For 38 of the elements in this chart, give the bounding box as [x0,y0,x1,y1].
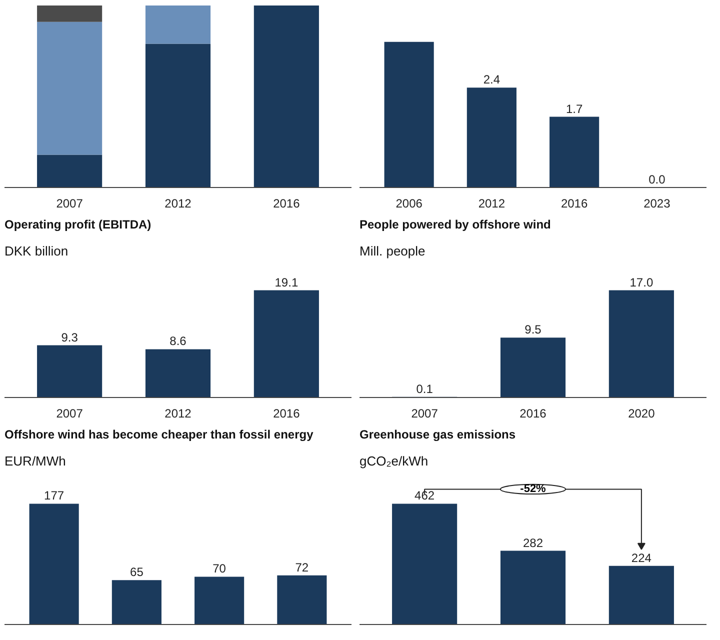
data-label: 0.0 [648,172,666,186]
data-label: 65 [130,565,144,580]
data-label: 0.1 [416,382,434,396]
data-label: 70 [212,562,226,576]
x-tick-label: 2007 [56,406,84,420]
data-label: 19.1 [274,275,298,290]
x-tick-label: 2023 [644,196,671,210]
x-tick-label: 2016 [273,196,300,210]
text: -52% [520,483,546,496]
x-tick-label: 2007 [56,196,84,210]
x-tick-label: 2007 [411,406,438,420]
chart-title: Offshore wind has become cheaper than fossil energy [4,428,314,442]
chart-subtitle: DKK billion [4,244,68,258]
x-tick-label: 2012 [164,196,192,210]
x-tick-label: 2006 [396,196,423,210]
chart-subtitle: gCO₂e/kWh [360,454,428,468]
data-label: 9.3 [61,330,78,344]
chart-title: People powered by offshore wind [360,218,551,232]
x-tick-label: 2020 [628,406,656,420]
chart-title: Operating profit (EBITDA) [4,218,152,232]
data-label: 8.6 [170,334,187,348]
x-tick-label: 2012 [164,406,192,420]
x-tick-label: 2016 [520,406,547,420]
x-tick-label: 2016 [273,406,300,420]
chart-title: Greenhouse gas emissions [360,428,516,442]
x-tick-label: 2016 [560,196,588,210]
data-label: 1.7 [566,102,583,116]
chart-subtitle: EUR/MWh [4,454,66,468]
data-label: 2.4 [483,72,500,87]
data-label: 224 [631,550,652,565]
data-label: 72 [295,560,309,574]
chart-subtitle: Mill. people [360,244,426,258]
data-label: 282 [522,536,544,550]
x-tick-label: 2012 [478,196,506,210]
data-label: 17.0 [630,275,654,290]
data-label: 177 [44,488,64,503]
data-label: 462 [414,488,435,503]
data-label: 9.5 [524,322,542,337]
